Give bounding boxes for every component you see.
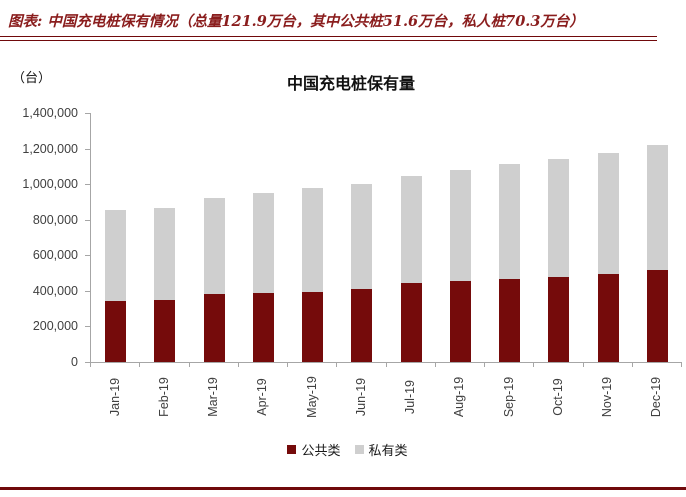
bar-segment-私有类 xyxy=(548,159,570,277)
x-tick-label: Dec-19 xyxy=(649,376,664,418)
x-tick-label: Nov-19 xyxy=(600,376,615,418)
bar-segment-私有类 xyxy=(400,175,422,283)
x-tick-label: Oct-19 xyxy=(550,378,565,416)
bar-segment-私有类 xyxy=(646,145,668,271)
y-tick-mark xyxy=(85,255,90,257)
bar-Jan-19 xyxy=(105,113,127,362)
legend-item-私有类: 私有类 xyxy=(354,440,408,459)
bar-segment-公共类 xyxy=(597,273,619,362)
chart-title: 中国充电桩保有量 xyxy=(286,74,415,93)
bar-segment-私有类 xyxy=(449,169,471,281)
bar-segment-私有类 xyxy=(252,193,274,294)
x-tick-mark xyxy=(681,363,682,367)
y-tick-label: 1,200,000 xyxy=(22,141,78,156)
y-tick-label: 200,000 xyxy=(32,319,78,334)
y-tick-label: 1,000,000 xyxy=(22,177,78,192)
x-tick-label: Jun-19 xyxy=(353,377,368,417)
bar-segment-公共类 xyxy=(499,279,521,362)
x-tick-mark xyxy=(90,363,91,367)
bar-segment-私有类 xyxy=(302,188,324,292)
x-tick-mark xyxy=(237,363,239,367)
legend-item-公共类: 公共类 xyxy=(287,440,341,459)
y-axis-unit-label: （台） xyxy=(12,71,52,86)
y-tick-label: 1,400,000 xyxy=(22,106,78,120)
y-tick-mark xyxy=(85,290,90,292)
y-tick-mark xyxy=(85,326,90,328)
x-tick-label: May-19 xyxy=(304,376,319,418)
legend-label: 公共类 xyxy=(301,443,341,459)
x-tick-label: Jul-19 xyxy=(403,379,418,415)
bar-segment-公共类 xyxy=(302,291,324,362)
bar-segment-私有类 xyxy=(154,208,176,301)
bar-segment-公共类 xyxy=(154,300,176,362)
x-tick-mark xyxy=(188,363,190,367)
legend-swatch-icon xyxy=(287,444,297,454)
x-tick-mark xyxy=(434,363,436,367)
y-tick-mark xyxy=(85,148,90,150)
x-tick-mark xyxy=(631,363,633,367)
x-tick-mark xyxy=(385,363,387,367)
bar-segment-私有类 xyxy=(105,210,127,302)
legend-swatch-icon xyxy=(354,444,364,454)
bar-segment-公共类 xyxy=(351,288,373,362)
x-tick-mark xyxy=(484,363,485,367)
legend: 公共类 私有类 xyxy=(90,440,605,459)
bar-Feb-19 xyxy=(154,113,176,362)
bar-segment-私有类 xyxy=(597,153,619,274)
bar-segment-公共类 xyxy=(252,293,274,362)
header-double-rule xyxy=(0,36,657,41)
x-tick-label: Aug-19 xyxy=(452,376,467,418)
bar-Nov-19 xyxy=(597,113,619,362)
bar-segment-私有类 xyxy=(351,183,373,289)
bar-Mar-19 xyxy=(203,113,225,362)
y-tick-label: 0 xyxy=(71,355,78,369)
x-tick-mark xyxy=(139,363,141,367)
bar-segment-公共类 xyxy=(449,280,471,362)
bar-Jun-19 xyxy=(351,113,373,362)
bar-Sep-19 xyxy=(499,113,521,362)
legend-label: 私有类 xyxy=(368,443,408,459)
bar-Dec-19 xyxy=(646,113,668,362)
y-tick-label: 400,000 xyxy=(32,283,78,298)
bar-May-19 xyxy=(302,113,324,362)
footer-rule xyxy=(0,487,686,490)
x-tick-mark xyxy=(287,363,288,367)
y-tick-mark xyxy=(85,362,90,363)
bar-segment-公共类 xyxy=(105,301,127,362)
y-tick-mark xyxy=(85,219,90,221)
figure-caption: 图表: 中国充电桩保有情况（总量121.9万台，其中公共桩51.6万台，私人桩7… xyxy=(8,13,584,30)
bar-Apr-19 xyxy=(252,113,274,362)
plot-area xyxy=(90,113,682,363)
bar-Jul-19 xyxy=(400,113,422,362)
x-tick-mark xyxy=(336,363,338,367)
y-tick-label: 800,000 xyxy=(32,212,78,227)
x-tick-mark xyxy=(533,363,535,367)
x-tick-label: Sep-19 xyxy=(501,376,516,418)
y-tick-label: 600,000 xyxy=(32,248,78,263)
y-tick-mark xyxy=(85,113,90,114)
bar-segment-私有类 xyxy=(499,163,521,280)
bar-Aug-19 xyxy=(449,113,471,362)
x-tick-label: Apr-19 xyxy=(255,378,270,416)
bar-Oct-19 xyxy=(548,113,570,362)
bar-segment-私有类 xyxy=(203,197,225,294)
bar-segment-公共类 xyxy=(203,293,225,362)
x-tick-label: Mar-19 xyxy=(206,377,221,417)
y-tick-mark xyxy=(85,184,90,186)
x-tick-mark xyxy=(582,363,584,367)
x-tick-label: Jan-19 xyxy=(107,377,122,417)
x-tick-label: Feb-19 xyxy=(156,377,171,417)
bar-segment-公共类 xyxy=(400,282,422,362)
bar-segment-公共类 xyxy=(646,270,668,362)
bar-segment-公共类 xyxy=(548,276,570,362)
